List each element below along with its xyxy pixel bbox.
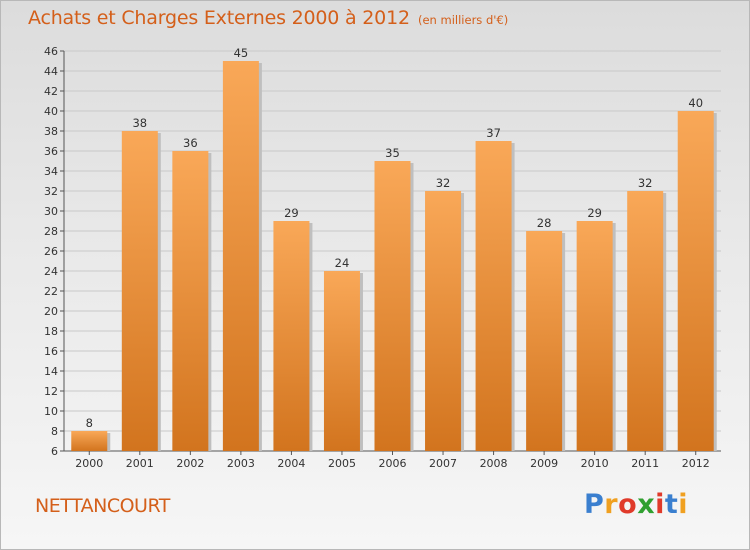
x-tick-label: 2000 [75,457,103,470]
x-tick-label: 2003 [227,457,255,470]
x-tick-label: 2009 [530,457,558,470]
logo-letter: i [655,489,665,520]
x-tick-label: 2010 [581,457,609,470]
x-tick-label: 2006 [379,457,407,470]
commune-name: NETTANCOURT [35,495,170,517]
y-tick-label: 36 [44,145,58,158]
x-tick-label: 2005 [328,457,356,470]
bar-value-label: 36 [183,136,198,150]
y-tick-label: 16 [44,345,58,358]
bar-value-label: 29 [284,206,299,220]
y-tick-label: 30 [44,205,58,218]
bar-value-label: 24 [335,256,350,270]
bar [273,221,310,451]
labels: 6 8 10 12 14 16 18 20 22 24 26 28 30 32 34 36 38 40 42 44 46… [44,45,710,470]
y-tick-label: 26 [44,245,58,258]
bar-value-label: 40 [688,96,703,110]
bar-value-label: 32 [638,176,653,190]
bar [627,191,664,451]
logo-letter: r [604,489,619,520]
y-tick-label: 20 [44,305,58,318]
y-tick-label: 12 [44,385,58,398]
y-tick-label: 10 [44,405,58,418]
x-tick-label: 2007 [429,457,457,470]
y-tick-label: 40 [44,105,58,118]
chart-subtitle: (en milliers d'€) [418,13,509,27]
y-tick-label: 8 [51,425,58,438]
y-tick-label: 32 [44,185,58,198]
logo-letter: t [664,489,679,520]
x-tick-label: 2004 [277,457,305,470]
bar-value-label: 32 [436,176,451,190]
logo-letter: i [678,489,689,520]
bar [222,61,259,451]
bar [475,141,512,451]
y-tick-label: 28 [44,225,58,238]
y-tick-label: 18 [44,325,58,338]
y-tick-label: 38 [44,125,58,138]
bar [172,151,209,451]
bar-value-label: 8 [86,416,93,430]
x-tick-label: 2008 [480,457,508,470]
bar [526,231,563,451]
bar-value-label: 35 [385,146,400,160]
bar-value-label: 38 [132,116,147,130]
x-tick-label: 2001 [126,457,154,470]
x-tick-label: 2011 [631,457,659,470]
bar [71,431,108,451]
y-tick-label: 14 [44,365,58,378]
bar [425,191,462,451]
y-tick-label: 42 [44,85,58,98]
bar [323,271,360,451]
chart-title: Achats et Charges Externes 2000 à 2012 [28,7,410,29]
logo-letter: o [618,489,638,520]
proxiti-logo: Proxiti [584,489,688,520]
bar [121,131,158,451]
logo-letter: x [637,489,656,520]
bar [374,161,411,451]
y-tick-label: 6 [51,445,58,458]
bar [677,111,714,451]
bar-value-label: 45 [234,46,249,60]
y-tick-label: 46 [44,45,58,58]
y-tick-label: 24 [44,265,58,278]
y-tick-label: 34 [44,165,58,178]
x-tick-label: 2002 [176,457,204,470]
logo-letter: P [584,489,605,520]
bars [71,61,717,451]
bar-value-label: 37 [486,126,501,140]
y-tick-label: 22 [44,285,58,298]
bar-value-label: 28 [537,216,552,230]
bar [576,221,613,451]
bar-value-label: 29 [587,206,602,220]
x-tick-label: 2012 [682,457,710,470]
y-tick-label: 44 [44,65,58,78]
